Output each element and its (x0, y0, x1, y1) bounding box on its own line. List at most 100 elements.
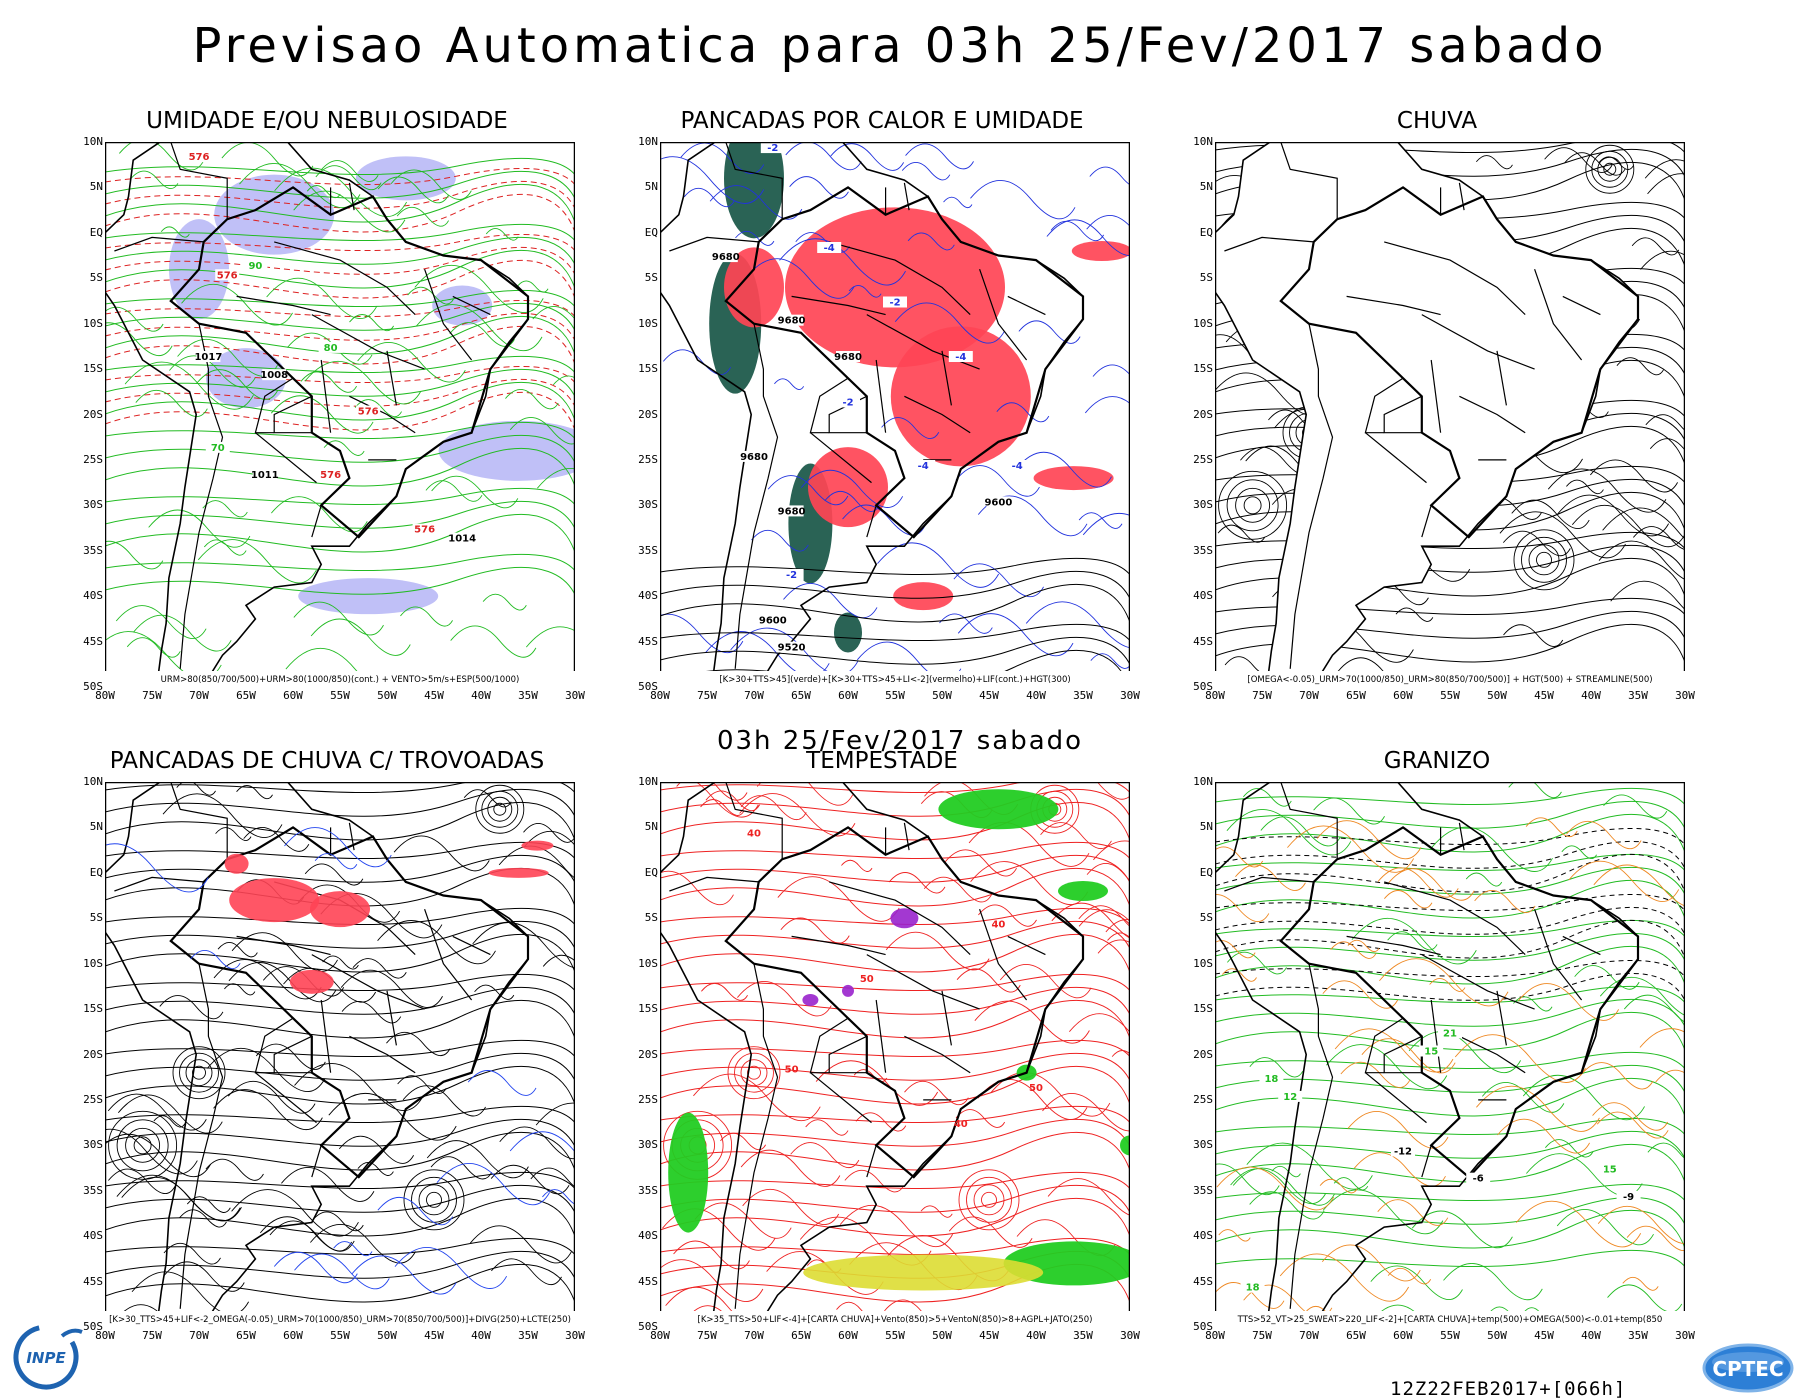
lon-tick-label: 45W (424, 689, 444, 702)
lon-tick-label: 55W (1440, 689, 1460, 702)
lat-tick-label: 35S (638, 543, 658, 557)
panel-caption: TTS>52_VT>25_SWEAT>220_LIF<-2]+[CARTA CH… (1237, 1315, 1663, 1325)
lon-tick-label: 70W (189, 689, 209, 702)
lat-tick-label: 35S (638, 1183, 658, 1197)
lat-tick-label: 10S (1193, 316, 1213, 330)
lat-tick-label: 45S (1193, 1274, 1213, 1288)
lon-tick-label: 45W (424, 1329, 444, 1342)
contour-label: -6 (1473, 1174, 1484, 1185)
lat-tick-label: 45S (638, 634, 658, 648)
lon-tick-label: 30W (565, 689, 585, 702)
lon-tick-label: 65W (1346, 689, 1366, 702)
lat-tick-label: 35S (1193, 1183, 1213, 1197)
contour-label: 15 (1424, 1047, 1438, 1058)
lat-tick-label: 25S (1193, 1092, 1213, 1106)
lon-tick-label: 45W (1534, 1329, 1554, 1342)
lat-tick-label: 25S (83, 452, 103, 466)
lat-tick-label: 10N (1193, 775, 1213, 788)
map-pancadas-trovoadas: [K>30_TTS>45+LIF<-2_OMEGA(-0.05)_URM>70(… (105, 782, 575, 1327)
lon-tick-label: 55W (885, 1329, 905, 1342)
cptec-logo: CPTEC (1702, 1343, 1794, 1393)
map-chuva: [OMEGA<-0.05)_URM>70(1000/850)_URM>80(85… (1215, 142, 1685, 687)
lon-tick-label: 65W (1346, 1329, 1366, 1342)
lat-tick-label: 10N (638, 775, 658, 788)
lat-tick-label: 20S (1193, 1047, 1213, 1061)
contour-label: 1011 (251, 470, 279, 481)
lat-tick-label: 45S (1193, 634, 1213, 648)
contour-label: -2 (767, 143, 778, 154)
lon-tick-label: 35W (518, 689, 538, 702)
lon-tick-label: 75W (142, 1329, 162, 1342)
lon-tick-label: 50W (377, 1329, 397, 1342)
lat-tick-label: 50S (83, 1320, 103, 1333)
panel-caption: [K>35_TTS>50+LIF<-4]+[CARTA CHUVA]+Vento… (698, 1315, 1093, 1325)
lat-tick-label: 50S (1193, 1320, 1213, 1333)
panel-caption: URM>80(850/700/500)+URM>80(1000/850)(con… (161, 675, 520, 685)
lon-tick-label: 45W (979, 1329, 999, 1342)
contour-label: -12 (1394, 1146, 1412, 1157)
lat-tick-label: 10S (1193, 956, 1213, 970)
contour-label: 576 (358, 407, 379, 418)
contour-label: -4 (824, 243, 835, 254)
lon-tick-label: 30W (1120, 1329, 1140, 1342)
lon-tick-label: 35W (1628, 1329, 1648, 1342)
lon-tick-label: 80W (650, 1329, 670, 1342)
lon-tick-label: 35W (1073, 1329, 1093, 1342)
lat-tick-label: 30S (1193, 498, 1213, 512)
lat-tick-label: 10S (638, 316, 658, 330)
contour-label: -2 (842, 397, 853, 408)
lon-tick-label: 75W (697, 689, 717, 702)
lat-tick-label: 40S (1193, 589, 1213, 603)
panel-title: UMIDADE E/OU NEBULOSIDADE (146, 108, 508, 134)
lat-tick-label: 30S (638, 498, 658, 512)
panel-tempestade: TEMPESTADE 40 50 40 50 40 50 [K>35_TTS>50+LIF<-… (604, 748, 1160, 1348)
lat-tick-label: 15S (83, 362, 103, 376)
lat-tick-label: 25S (638, 1092, 658, 1106)
panel-pancadas-calor: PANCADAS POR CALOR E UMIDADE -2 -4 -2 -4 -2 -4… (604, 108, 1160, 708)
lat-tick-label: EQ (1199, 865, 1213, 879)
lat-tick-label: 5N (1199, 180, 1213, 194)
contour-label: 40 (954, 1119, 968, 1130)
lon-tick-label: 70W (189, 1329, 209, 1342)
lat-tick-label: EQ (644, 865, 658, 879)
panel-caption: [K>30+TTS>45](verde)+[K>30+TTS>45+LI<-2]… (719, 675, 1070, 685)
lat-tick-label: 50S (638, 680, 658, 693)
lat-tick-label: 10N (638, 135, 658, 148)
lat-tick-label: EQ (89, 225, 103, 239)
lat-tick-label: 40S (1193, 1229, 1213, 1243)
panel-caption: [K>30_TTS>45+LIF<-2_OMEGA(-0.05)_URM>70(… (109, 1315, 571, 1325)
lat-tick-label: 5S (644, 911, 658, 925)
panel-caption: [OMEGA<-0.05)_URM>70(1000/850)_URM>80(85… (1247, 675, 1652, 685)
contour-label: 1017 (194, 352, 222, 363)
lat-tick-label: 25S (83, 1092, 103, 1106)
lon-tick-label: 80W (95, 1329, 115, 1342)
lat-tick-label: 5N (1199, 820, 1213, 834)
lon-tick-label: 40W (1026, 1329, 1046, 1342)
contour-label: 50 (860, 974, 874, 985)
lon-tick-label: 30W (1120, 689, 1140, 702)
lon-tick-label: 40W (471, 689, 491, 702)
lon-tick-label: 55W (330, 1329, 350, 1342)
lon-tick-label: 40W (471, 1329, 491, 1342)
lat-tick-label: 5S (89, 911, 103, 925)
lon-tick-label: 50W (377, 689, 397, 702)
contour-label: 9600 (759, 615, 787, 626)
lon-tick-label: 60W (1393, 689, 1413, 702)
contour-label: 576 (414, 525, 435, 536)
lat-tick-label: 10S (638, 956, 658, 970)
contour-label: 9600 (984, 497, 1012, 508)
contour-label: 18 (1246, 1283, 1260, 1294)
lon-tick-label: 45W (979, 689, 999, 702)
inpe-logo-text: INPE (26, 1349, 66, 1367)
lat-tick-label: EQ (644, 225, 658, 239)
lon-tick-label: 45W (1534, 689, 1554, 702)
panel-chuva: CHUVA [OMEGA<-0.05)_URM>70(1000/850)_URM>… (1159, 108, 1715, 708)
contour-label: -2 (786, 570, 797, 581)
contour-label: -4 (918, 461, 929, 472)
lat-tick-label: 45S (638, 1274, 658, 1288)
lat-tick-label: 30S (638, 1138, 658, 1152)
contour-label: 576 (189, 152, 210, 163)
contour-label: 9680 (834, 352, 862, 363)
lon-tick-label: 80W (1205, 689, 1225, 702)
lat-tick-label: 30S (83, 1138, 103, 1152)
